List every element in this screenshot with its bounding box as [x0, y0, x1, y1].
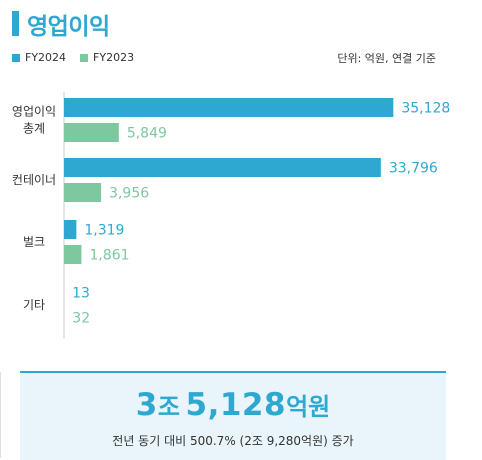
data-label-fy2023-0: 5,849: [127, 126, 167, 142]
legend-item-fy2023: FY2023: [80, 51, 134, 64]
data-label-fy2024-3: 13: [72, 286, 90, 302]
legend-label-fy2023: FY2023: [93, 51, 135, 64]
summary-total-unit: 억원: [286, 393, 331, 421]
category-label: 영업이익: [12, 105, 56, 119]
legend-item-fy2024: FY2024: [12, 51, 66, 64]
bar-fy2023-2: [64, 245, 82, 264]
data-label-fy2024-1: 33,796: [389, 161, 438, 177]
category-label: 컨테이너: [12, 173, 56, 187]
category-label: 기타: [23, 298, 45, 312]
title-accent-bar: [12, 11, 19, 36]
unit-label: 단위: 억원, 연결 기준: [337, 52, 436, 65]
bar-fy2024-1: [64, 158, 381, 177]
bar-fy2023-1: [64, 183, 102, 202]
legend-swatch-fy2024: [12, 53, 20, 62]
legend-swatch-fy2023: [80, 53, 89, 62]
bar-fy2024-2: [64, 220, 77, 239]
summary-box: 3조 5,128억원 전년 동기 대비 500.7% (2조 9,280억원) …: [20, 371, 446, 460]
category-label: 벌크: [23, 235, 45, 249]
bar-fy2024-0: [64, 98, 394, 117]
chart-legend: FY2024 FY2023: [12, 51, 148, 64]
summary-yoy-note: 전년 동기 대비 500.7% (2조 9,280억원) 증가: [112, 434, 354, 448]
data-label-fy2023-3: 32: [72, 311, 90, 327]
data-label-fy2023-1: 3,956: [109, 186, 149, 202]
summary-total-hundred-million: 5,128: [185, 387, 287, 423]
category-label: 총계: [23, 122, 45, 136]
summary-total: 3조 5,128억원: [20, 387, 446, 423]
data-label-fy2023-2: 1,861: [89, 248, 129, 264]
page-title: 영업이익: [27, 14, 110, 40]
summary-total-trillion-unit: 조: [157, 393, 180, 421]
legend-label-fy2024: FY2024: [25, 51, 67, 64]
left-edge-divider: [0, 372, 1, 458]
data-label-fy2024-2: 1,319: [84, 223, 124, 239]
summary-total-trillion: 3: [135, 387, 158, 423]
data-label-fy2024-0: 35,128: [401, 101, 450, 117]
bar-fy2023-0: [64, 123, 119, 142]
